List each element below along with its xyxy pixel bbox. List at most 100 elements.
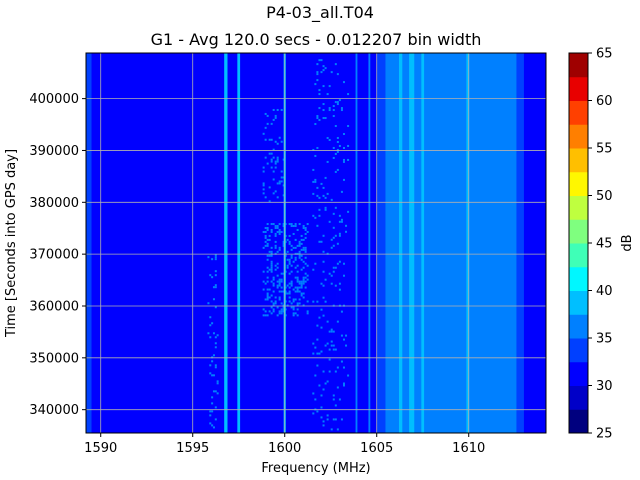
heatmap-speckle xyxy=(314,123,317,126)
heatmap-speckle xyxy=(324,300,327,303)
heatmap-speckle xyxy=(209,422,212,425)
x-tick-label: 1600 xyxy=(268,441,301,456)
heatmap-speckle xyxy=(318,59,321,62)
heatmap-speckle xyxy=(288,296,291,299)
heatmap-speckle xyxy=(336,101,339,104)
heatmap-speckle xyxy=(211,360,214,363)
heatmap-speckle xyxy=(330,340,333,343)
heatmap-speckle xyxy=(262,184,265,187)
colorbar-segment xyxy=(569,148,588,173)
heatmap-speckle xyxy=(347,210,350,213)
heatmap-speckle xyxy=(268,310,271,313)
heatmap-speckle xyxy=(274,225,277,228)
heatmap-speckle xyxy=(278,290,281,293)
heatmap-speckle xyxy=(270,122,273,125)
heatmap-speckle xyxy=(270,158,273,161)
heatmap-speckle xyxy=(332,115,335,118)
heatmap-speckle xyxy=(316,117,319,120)
heatmap-speckle xyxy=(278,312,281,315)
heatmap-speckle xyxy=(292,298,295,301)
heatmap-speckle xyxy=(324,176,327,179)
heatmap-speckle xyxy=(336,140,339,143)
heatmap-speckle xyxy=(338,398,341,401)
heatmap-speckle xyxy=(264,156,267,159)
heatmap-speckle xyxy=(268,254,271,257)
heatmap-speckle xyxy=(292,288,295,291)
heatmap-speckle xyxy=(320,350,323,353)
heatmap-speckle xyxy=(298,242,301,245)
heatmap-speckle xyxy=(294,276,297,279)
heatmap-speckle xyxy=(332,105,335,108)
heatmap-speckle xyxy=(300,294,303,297)
heatmap-speckle xyxy=(214,258,217,261)
heatmap-speckle xyxy=(336,150,339,153)
heatmap-speckle xyxy=(316,79,319,82)
heatmap-speckle xyxy=(332,146,335,149)
heatmap-speckle xyxy=(286,304,289,307)
heatmap-speckle xyxy=(286,266,289,269)
heatmap-speckle xyxy=(262,182,265,185)
heatmap-speckle xyxy=(214,418,217,421)
heatmap-speckle xyxy=(216,380,219,383)
heatmap-speckle xyxy=(304,256,307,259)
heatmap-speckle xyxy=(278,136,281,139)
heatmap-speckle xyxy=(211,374,214,377)
colorbar-segment xyxy=(569,100,588,125)
heatmap-speckle xyxy=(268,138,271,141)
heatmap-speckle xyxy=(276,266,279,269)
heatmap-speckle xyxy=(274,296,277,299)
heatmap-speckle xyxy=(286,258,289,261)
chart-title: P4-03_all.T04 xyxy=(266,3,374,23)
heatmap-speckle xyxy=(268,250,271,253)
heatmap-speckle xyxy=(304,262,307,265)
heatmap-speckle xyxy=(288,258,291,261)
heatmap-speckle xyxy=(272,108,275,111)
heatmap-speckle xyxy=(266,242,269,245)
heatmap-speckle xyxy=(342,146,345,149)
y-axis-label: Time [Seconds into GPS day] xyxy=(4,149,19,338)
heatmap-speckle xyxy=(320,182,323,185)
heatmap-speckle xyxy=(276,230,279,233)
heatmap-speckle xyxy=(304,246,307,249)
heatmap-speckle xyxy=(276,286,279,289)
heatmap-speckle xyxy=(274,302,277,305)
heatmap-speckle xyxy=(214,336,217,339)
heatmap-speckle xyxy=(334,101,337,104)
colorbar-segment xyxy=(569,314,588,339)
heatmap-speckle xyxy=(211,258,214,261)
heatmap-speckle xyxy=(288,290,291,293)
heatmap-speckle xyxy=(334,234,337,237)
heatmap-speckle xyxy=(320,282,323,285)
heatmap-speckle xyxy=(298,298,301,301)
heatmap-speckle xyxy=(302,282,305,285)
heatmap-speckle xyxy=(334,284,337,287)
heatmap-speckle xyxy=(316,146,319,149)
heatmap-speckle xyxy=(209,324,212,327)
heatmap-speckle xyxy=(332,212,335,215)
heatmap-speckle xyxy=(268,186,271,189)
heatmap-speckle xyxy=(209,364,212,367)
heatmap-speckle xyxy=(342,366,345,369)
heatmap-speckle xyxy=(342,262,345,265)
x-axis-label: Frequency (MHz) xyxy=(261,461,370,476)
heatmap-speckle xyxy=(302,296,305,299)
heatmap-speckle xyxy=(328,358,331,361)
heatmap-speckle xyxy=(272,278,275,281)
colorbar-segment xyxy=(569,409,588,434)
heatmap-speckle xyxy=(266,114,269,117)
heatmap-speckle xyxy=(266,244,269,247)
heatmap-speckle xyxy=(274,234,277,237)
colorbar-segment xyxy=(569,290,588,315)
heatmap-speckle xyxy=(296,276,299,279)
heatmap-speckle xyxy=(296,286,299,289)
heatmap-speckle xyxy=(312,192,315,195)
heatmap-speckle xyxy=(274,300,277,303)
heatmap-speckle xyxy=(266,223,269,226)
heatmap-speckle xyxy=(336,366,339,369)
grid xyxy=(86,53,546,433)
heatmap-speckle xyxy=(270,138,273,141)
heatmap-speckle xyxy=(326,160,329,163)
heatmap-speckle xyxy=(270,254,273,257)
heatmap-speckle xyxy=(266,228,269,231)
